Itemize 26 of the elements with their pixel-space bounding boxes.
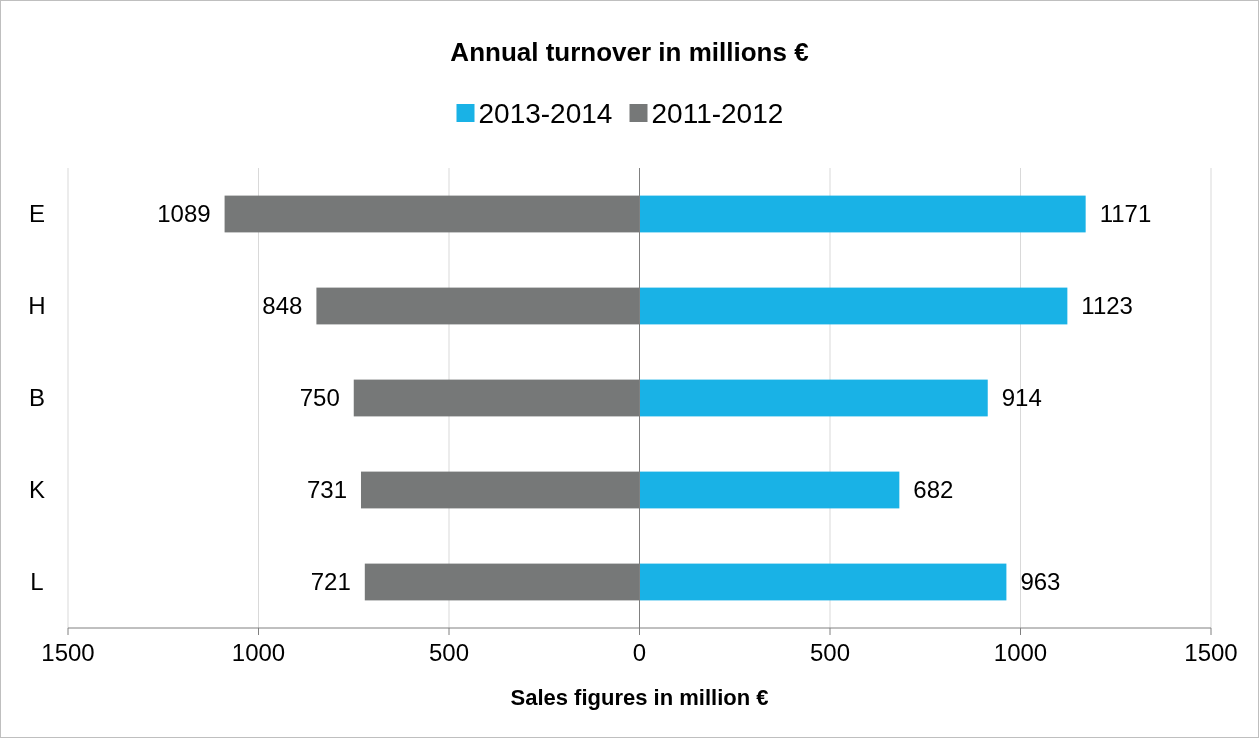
x-tick-label: 1500 (41, 639, 95, 666)
data-label: 848 (262, 292, 303, 320)
data-label: 721 (310, 568, 351, 596)
x-tick-label: 0 (632, 639, 647, 666)
data-label: 1089 (157, 200, 211, 228)
x-tick-label: 1000 (231, 639, 286, 666)
data-label: 1123 (1081, 292, 1133, 320)
y-tick-label: L (30, 568, 44, 596)
data-label: 682 (913, 476, 954, 504)
data-label: 963 (1020, 568, 1061, 596)
x-tick-label: 1500 (1184, 639, 1238, 666)
y-tick-label: K (28, 476, 46, 504)
legend-label: 2013-2014 (478, 97, 613, 129)
chart-title: Annual turnover in millions € (450, 37, 809, 68)
data-label: 914 (1001, 384, 1042, 412)
data-label: 750 (299, 384, 340, 412)
x-tick-label: 500 (428, 639, 470, 666)
x-axis-title: Sales figures in million € (510, 684, 769, 710)
y-tick-label: E (28, 200, 46, 228)
legend-label: 2011-2012 (651, 97, 784, 129)
y-tick-label: B (28, 384, 46, 412)
data-label: 731 (306, 476, 347, 504)
x-tick-label: 500 (809, 639, 851, 666)
x-tick-label: 1000 (993, 639, 1048, 666)
y-tick-label: H (28, 292, 46, 320)
data-label: 1171 (1099, 200, 1152, 228)
